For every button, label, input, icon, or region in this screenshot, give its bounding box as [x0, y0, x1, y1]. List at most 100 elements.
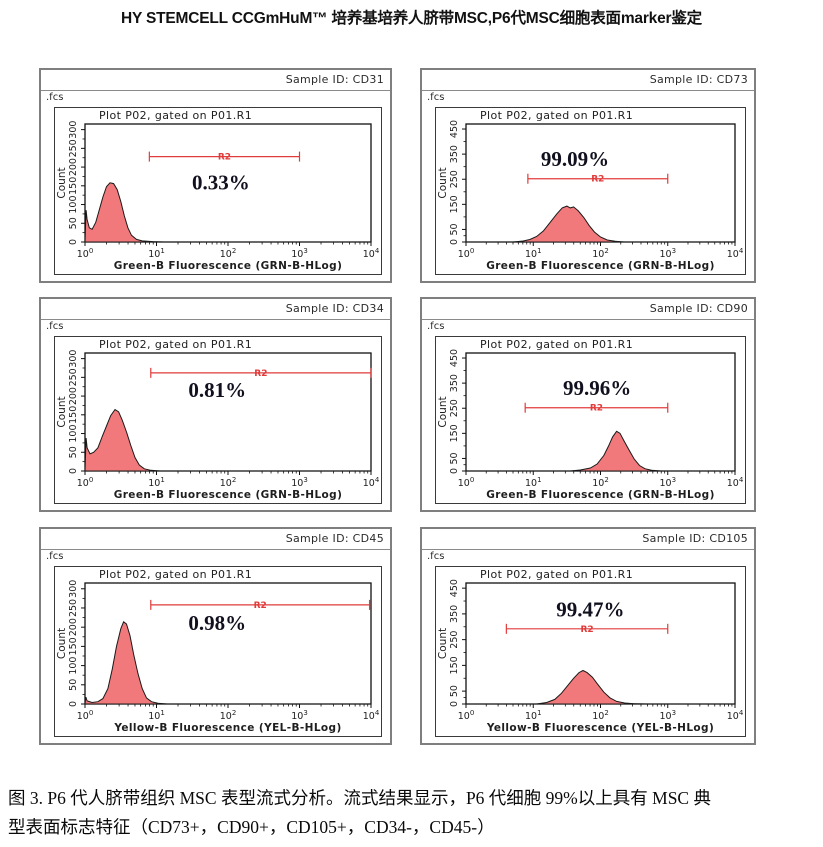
y-tick-label: 0 [449, 701, 460, 707]
y-axis: 0 50 150 250 350 450 Count [437, 349, 466, 474]
x-tick-label: 102 [220, 476, 237, 489]
x-axis-title: Green-B Fluorescence (GRN-B-HLog) [486, 260, 715, 272]
gate-label: R2 [590, 404, 603, 414]
x-tick-label: 100 [458, 709, 475, 722]
sample-id-label: Sample ID: CD105 [422, 529, 754, 550]
histogram-plot-cd45: 100 101 102 103 104 Yellow-B Fluorescence (YE… [56, 580, 380, 734]
fcs-file-label: .fcs [46, 551, 64, 562]
y-tick-label: 150 [449, 195, 460, 213]
x-tick-label: 101 [525, 476, 542, 489]
plot-window: 100 101 102 103 104 Yellow-B Fluorescence (YE… [54, 566, 382, 737]
x-tick-label: 104 [363, 476, 380, 489]
percent-label: 99.96% [563, 376, 631, 400]
gate-label: R2 [580, 625, 593, 635]
x-axis: 100 101 102 103 104 Green-B Fluorescence (GRN… [458, 471, 744, 501]
histogram-plot-cd73: 100 101 102 103 104 Green-B Fluorescence (GRN… [437, 120, 744, 272]
figure-title: HY STEMCELL CCGmHuM™ 培养基培养人脐带MSC,P6代MSC细… [121, 10, 702, 27]
x-tick-label: 103 [659, 476, 676, 489]
x-tick-label: 101 [525, 709, 542, 722]
y-tick-label: 150 [68, 637, 79, 655]
x-tick-label: 102 [220, 247, 237, 260]
y-tick-label: 0 [68, 239, 79, 245]
x-tick-label: 100 [458, 476, 475, 489]
y-tick-label: 250 [449, 170, 460, 188]
y-tick-label: 50 [68, 217, 79, 229]
y-axis: 0 50 150 250 350 450 Count [437, 120, 466, 245]
percent-label: 0.81% [188, 378, 246, 402]
histogram-curve [84, 620, 371, 705]
y-axis-title: Count [437, 167, 449, 198]
y-axis-title: Count [437, 628, 449, 659]
gate-r2: R2 [150, 599, 371, 611]
histogram-plot-cd90: 100 101 102 103 104 Green-B Fluorescence (GRN… [437, 349, 744, 501]
histogram-plot-cd105: 100 101 102 103 104 Yellow-B Fluorescence (YE… [437, 579, 744, 734]
x-tick-label: 101 [148, 247, 165, 260]
y-axis-title: Count [56, 396, 68, 427]
x-tick-label: 101 [525, 247, 542, 260]
x-axis: 100 101 102 103 104 Green-B Fluorescence (GRN… [77, 471, 380, 501]
fcs-file-label: .fcs [427, 321, 445, 332]
histogram-curve [84, 408, 371, 472]
y-tick-label: 50 [449, 223, 460, 235]
plot-title: Plot P02, gated on P01.R1 [480, 109, 634, 122]
histogram-plot-cd31: 100 101 102 103 104 Green-B Fluorescence (GRN… [56, 121, 380, 272]
percent-label: 0.33% [192, 171, 250, 195]
y-tick-label: 200 [68, 618, 79, 636]
x-tick-label: 104 [363, 247, 380, 260]
gate-label: R2 [591, 175, 604, 185]
sample-id-label: Sample ID: CD31 [41, 70, 390, 91]
x-axis-title: Green-B Fluorescence (GRN-B-HLog) [486, 489, 715, 501]
histogram-curve [84, 182, 371, 243]
x-tick-label: 103 [291, 476, 308, 489]
x-axis-title: Yellow-B Fluorescence (YEL-B-HLog) [486, 722, 714, 734]
percent-label: 99.47% [556, 597, 624, 621]
fcs-file-label: .fcs [427, 92, 445, 103]
x-tick-label: 104 [727, 709, 744, 722]
y-tick-label: 0 [449, 239, 460, 245]
y-tick-label: 350 [449, 605, 460, 623]
y-tick-label: 300 [68, 350, 79, 368]
y-axis-title: Count [437, 396, 449, 427]
y-tick-label: 300 [68, 121, 79, 139]
sample-id-label: Sample ID: CD90 [422, 299, 754, 320]
plot-window: 100 101 102 103 104 Green-B Fluorescence (GRN… [54, 107, 382, 275]
x-tick-label: 100 [458, 247, 475, 260]
plot-title: Plot P02, gated on P01.R1 [480, 568, 634, 581]
panel-cd45: Sample ID: CD45 .fcs 100 101 102 103 104 Yell… [39, 527, 392, 745]
gate-r2: R2 [524, 402, 669, 414]
panel-cd73: Sample ID: CD73 .fcs 100 101 102 103 104 Gree… [420, 68, 756, 283]
y-tick-label: 100 [68, 424, 79, 442]
y-axis: 0 50 150 250 350 450 Count [437, 579, 466, 707]
y-axis-title: Count [56, 628, 68, 659]
y-tick-label: 0 [68, 468, 79, 474]
panel-cd34: Sample ID: CD34 .fcs 100 101 102 103 104 Gree… [39, 297, 392, 512]
gate-r2: R2 [150, 367, 372, 379]
x-axis: 100 101 102 103 104 Yellow-B Fluorescence (YE… [458, 704, 744, 734]
y-tick-label: 450 [449, 349, 460, 367]
fcs-file-label: .fcs [46, 321, 64, 332]
y-tick-label: 150 [68, 406, 79, 424]
plot-window: 100 101 102 103 104 Green-B Fluorescence (GRN… [54, 336, 382, 504]
y-tick-label: 450 [449, 120, 460, 138]
x-tick-label: 104 [727, 247, 744, 260]
plot-title: Plot P02, gated on P01.R1 [480, 338, 634, 351]
x-axis-title: Green-B Fluorescence (GRN-B-HLog) [114, 260, 343, 272]
y-tick-label: 200 [68, 387, 79, 405]
x-tick-label: 103 [659, 709, 676, 722]
y-tick-label: 250 [449, 631, 460, 649]
fcs-file-label: .fcs [427, 551, 445, 562]
histogram-plot-cd34: 100 101 102 103 104 Green-B Fluorescence (GRN… [56, 350, 380, 501]
y-tick-label: 250 [68, 599, 79, 617]
y-tick-label: 50 [68, 679, 79, 691]
x-tick-label: 101 [148, 476, 165, 489]
x-axis: 100 101 102 103 104 Yellow-B Fluorescence (YE… [77, 704, 380, 734]
y-tick-label: 150 [449, 424, 460, 442]
x-tick-label: 100 [77, 247, 94, 260]
percent-label: 0.98% [188, 611, 246, 635]
gate-r2: R2 [505, 623, 669, 635]
caption-line-2: 型表面标志特征（CD73+，CD90+，CD105+，CD34-，CD45-） [8, 817, 495, 837]
y-tick-label: 150 [68, 177, 79, 195]
sample-id-label: Sample ID: CD73 [422, 70, 754, 91]
plot-window: 100 101 102 103 104 Green-B Fluorescence (GRN… [435, 107, 746, 275]
